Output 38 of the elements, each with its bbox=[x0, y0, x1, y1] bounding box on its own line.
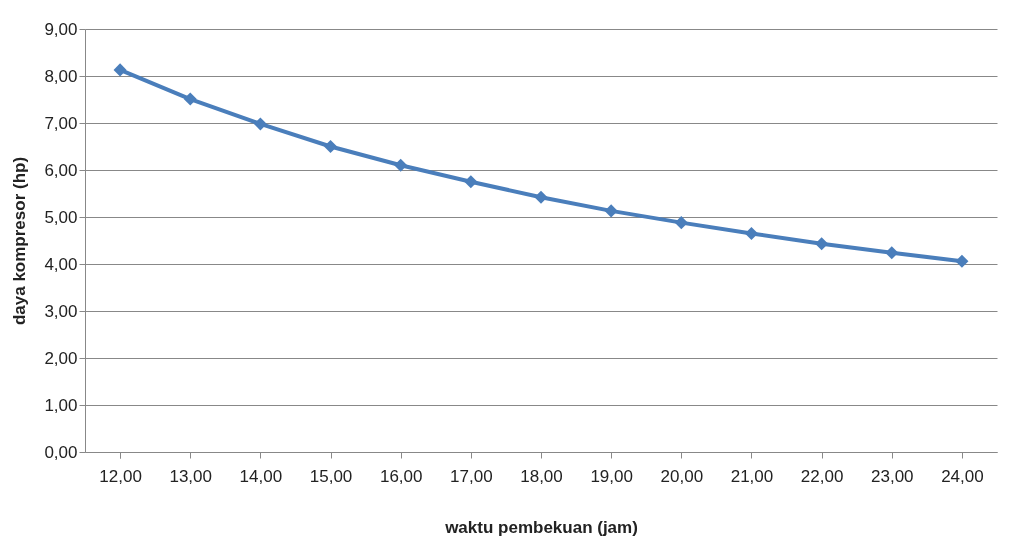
point bbox=[955, 254, 969, 268]
x-tick-label: 23,00 bbox=[871, 466, 914, 486]
x-tick-label: 22,00 bbox=[800, 466, 844, 486]
y-tick-label: 3,00 bbox=[44, 301, 78, 321]
y-axis-title: daya kompresor (hp) bbox=[10, 156, 30, 326]
x-tick-label: 21,00 bbox=[730, 466, 774, 486]
x-tick-label: 15,00 bbox=[309, 466, 353, 486]
point bbox=[394, 158, 408, 172]
x-tick-label: 18,00 bbox=[520, 466, 563, 486]
x-tick-label: 16,00 bbox=[379, 466, 423, 486]
point bbox=[674, 216, 688, 230]
x-tick-label: 20,00 bbox=[660, 466, 704, 486]
point bbox=[253, 117, 267, 131]
y-tick-label: 4,00 bbox=[44, 254, 78, 274]
point bbox=[885, 246, 899, 260]
point bbox=[604, 204, 618, 218]
x-tick-label: 24,00 bbox=[941, 466, 984, 486]
point bbox=[744, 226, 758, 240]
x-tick-label: 17,00 bbox=[450, 466, 493, 486]
point bbox=[534, 190, 548, 204]
y-tick-label: 7,00 bbox=[44, 113, 78, 133]
y-tick-label: 8,00 bbox=[44, 66, 78, 86]
y-tick-label: 6,00 bbox=[44, 160, 78, 180]
x-tick-label: 12,00 bbox=[99, 466, 142, 486]
point bbox=[464, 175, 478, 189]
x-axis-title: waktu pembekuan (jam) bbox=[444, 517, 638, 537]
x-tick-label: 19,00 bbox=[590, 466, 633, 486]
point bbox=[113, 63, 127, 77]
point bbox=[815, 237, 829, 251]
y-tick-label: 9,00 bbox=[44, 19, 78, 39]
x-tick-label: 13,00 bbox=[169, 466, 212, 486]
y-tick-label: 2,00 bbox=[44, 348, 78, 368]
point bbox=[324, 139, 338, 154]
x-tick-label: 14,00 bbox=[239, 466, 283, 486]
y-tick-label: 5,00 bbox=[44, 207, 78, 227]
point bbox=[183, 92, 197, 106]
y-tick-label: 0,00 bbox=[44, 442, 78, 462]
y-tick-label: 1,00 bbox=[44, 395, 78, 415]
